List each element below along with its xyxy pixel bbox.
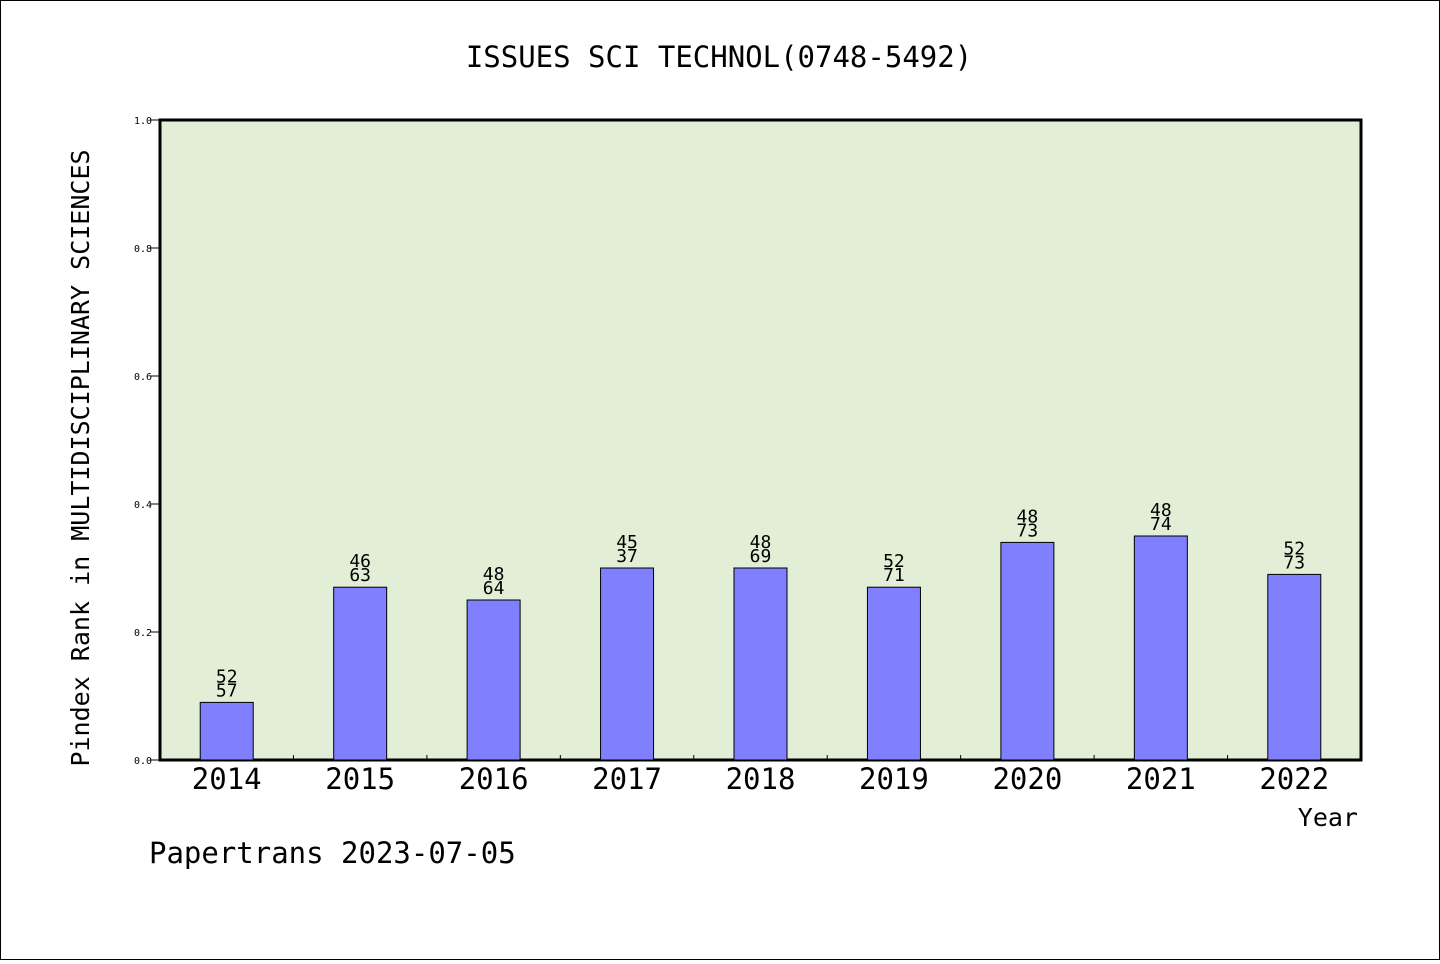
bar-label-top: 48 xyxy=(483,564,505,585)
bar-label-top: 52 xyxy=(1283,538,1305,559)
bar-label-top: 48 xyxy=(1017,506,1039,527)
bar-label-bottom: 63 xyxy=(349,565,371,586)
bar-label-top: 52 xyxy=(216,666,238,687)
bar-label-bottom: 57 xyxy=(216,680,238,701)
bar-2017 xyxy=(600,567,655,761)
y-tick-label: 0.2 xyxy=(134,628,152,639)
x-tick-label: 2019 xyxy=(859,762,929,796)
bar-label-bottom: 69 xyxy=(750,546,772,567)
bar-2021 xyxy=(1133,535,1188,761)
y-tick-label: 1.0 xyxy=(134,116,152,127)
y-tick-label: 0.8 xyxy=(134,244,152,255)
y-tick-label: 0.6 xyxy=(134,372,152,383)
bar-label-bottom: 74 xyxy=(1150,514,1172,535)
x-axis-ticks: 2014 2015 2016 2017 2018 2019 2020 2021 2022 xyxy=(192,755,1329,796)
x-tick-label: 2022 xyxy=(1259,762,1329,796)
y-tick-label: 0.0 xyxy=(134,756,152,767)
bar-label-bottom: 64 xyxy=(483,578,505,599)
x-axis-label: Year xyxy=(1298,803,1358,832)
footer-credit: Papertrans 2023-07-05 xyxy=(149,836,516,870)
bar-label-bottom: 71 xyxy=(883,565,905,586)
y-axis-label: Pindex Rank in MULTIDISCIPLINARY SCIENCE… xyxy=(66,149,95,766)
bar-label-top: 45 xyxy=(616,532,638,553)
chart-title: ISSUES SCI TECHNOL(0748-5492) xyxy=(466,40,972,74)
bar-2019 xyxy=(866,586,921,761)
bar-2022 xyxy=(1267,573,1322,761)
bar-label-bottom: 73 xyxy=(1017,520,1039,541)
x-tick-label: 2018 xyxy=(726,762,796,796)
bar-2016 xyxy=(466,599,521,761)
bars xyxy=(199,535,1322,761)
x-tick-label: 2015 xyxy=(325,762,395,796)
x-tick-label: 2016 xyxy=(459,762,529,796)
bar-label-top: 48 xyxy=(1150,500,1172,521)
bar-label-top: 48 xyxy=(750,532,772,553)
bar-2015 xyxy=(333,586,388,761)
x-tick-label: 2020 xyxy=(992,762,1062,796)
bar-label-top: 46 xyxy=(349,551,371,572)
bar-2018 xyxy=(733,567,788,761)
bar-2014 xyxy=(199,701,254,761)
y-axis-ticks: 0.0 0.2 0.4 0.6 0.8 1.0 xyxy=(134,116,160,767)
bar-label-top: 52 xyxy=(883,551,905,572)
x-tick-label: 2014 xyxy=(192,762,262,796)
bar-2020 xyxy=(1000,541,1055,761)
x-tick-label: 2017 xyxy=(592,762,662,796)
y-tick-label: 0.4 xyxy=(134,500,152,511)
bar-label-bottom: 37 xyxy=(616,546,638,567)
bar-label-bottom: 73 xyxy=(1283,552,1305,573)
x-tick-label: 2021 xyxy=(1126,762,1196,796)
